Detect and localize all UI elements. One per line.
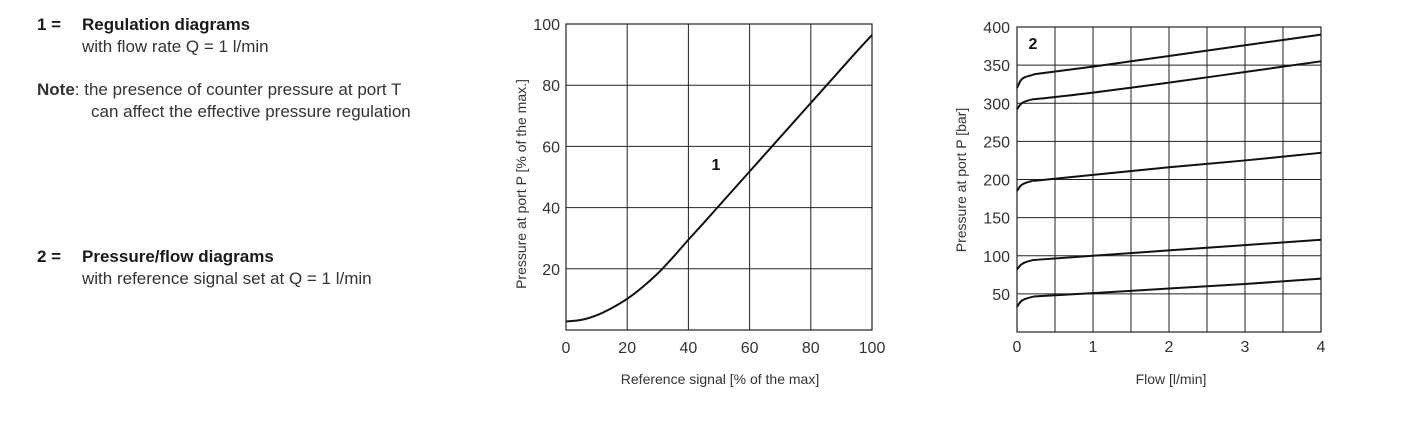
y-tick-label: 50 [992,287,1010,304]
y-tick-label: 100 [983,249,1010,266]
legend-panel: 1 = Regulation diagrams with flow rate Q… [0,0,480,436]
y-tick-label: 350 [983,58,1010,75]
plot-frame [1016,26,1322,333]
note-text-1: : the presence of counter pressure at po… [74,80,402,99]
series-line-1 [565,34,873,323]
curve-label: 1 [712,157,721,174]
legend-item-1-number: 1 = [37,15,62,34]
curve-label: 2 [1029,36,1038,53]
series-line-5 [1016,33,1322,89]
y-axis-label: Pressure at port P [% of the max.] [513,79,529,289]
legend-item-2-number: 2 = [37,247,62,266]
y-tick-label: 80 [542,78,560,95]
pressure-flow-chart: 0 1 2 3 4 50 100 150 200 250 300 350 400 Flow [l/min]… [953,20,1326,387]
y-tick-label: 150 [983,211,1010,228]
y-tick-label: 300 [983,96,1010,113]
legend-item-2-heading: Pressure/flow diagrams [82,247,274,266]
note-text-2: can affect the effective pressure regula… [91,102,411,121]
note-line-1: Note: the presence of counter pressure a… [37,79,411,101]
plot-frame [565,23,873,331]
y-tick-label: 250 [983,134,1010,151]
y-tick-label: 20 [542,262,560,279]
y-tick-label: 40 [542,201,560,218]
note: Note: the presence of counter pressure a… [37,79,411,123]
series-line-1 [1016,277,1322,308]
x-tick-label: 100 [859,340,886,357]
series-line-3 [1016,151,1322,192]
legend-item-1-subtext: with flow rate Q = 1 l/min [82,37,269,56]
x-tick-label: 20 [618,340,636,357]
y-tick-label: 400 [983,20,1010,37]
x-tick-label: 1 [1089,339,1098,356]
y-tick-label: 200 [983,173,1010,190]
x-tick-label: 3 [1241,339,1250,356]
legend-item-1-heading: Regulation diagrams [82,15,251,34]
x-tick-label: 4 [1317,339,1326,356]
x-tick-label: 0 [562,340,571,357]
y-tick-label: 60 [542,139,560,156]
regulation-chart: 0 20 40 60 80 100 20 40 60 80 100 Reference signal … [513,17,885,387]
note-label: Note [37,80,75,99]
x-tick-label: 60 [741,340,759,357]
x-tick-label: 40 [680,340,698,357]
series-line-2 [1016,238,1322,271]
x-axis-label: Flow [l/min] [1136,371,1207,387]
legend-item-2-subtext: with reference signal set at Q = 1 l/min [82,269,372,288]
x-tick-label: 2 [1165,339,1174,356]
series-line-4 [1016,60,1322,110]
y-axis-label: Pressure at port P [bar] [953,108,969,252]
y-tick-label: 100 [533,17,560,34]
x-tick-label: 80 [802,340,820,357]
x-tick-label: 0 [1013,339,1022,356]
x-axis-label: Reference signal [% of the max] [621,371,819,387]
